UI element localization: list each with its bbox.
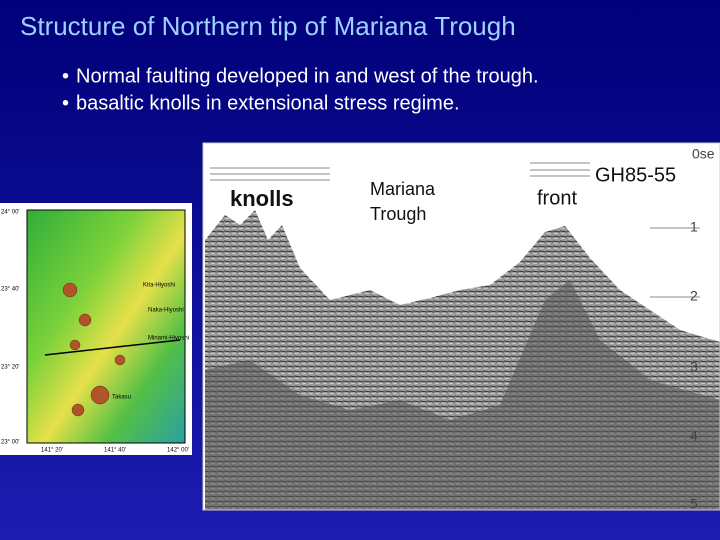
place-label: Kita-Hiyoshi xyxy=(143,283,175,289)
lat-label: 23° 40' xyxy=(1,287,20,293)
seismic-profile: knolls Mariana Trough front GH85-55 0se … xyxy=(202,142,720,512)
lon-label: 141° 40' xyxy=(104,448,126,454)
profile-label: knolls xyxy=(230,186,294,211)
map-area xyxy=(26,209,186,444)
depth-label: 0se xyxy=(692,146,715,162)
lon-label: 142° 00' xyxy=(167,448,189,454)
basement xyxy=(205,280,720,510)
bullet-dot: • xyxy=(62,65,69,87)
depth-label: 2 xyxy=(690,288,698,304)
slide-title: Structure of Northern tip of Mariana Tro… xyxy=(20,11,516,41)
profile-track xyxy=(44,339,181,356)
place-label: Naka-Hiyoshi xyxy=(148,308,184,314)
place-label: Takasu xyxy=(112,395,131,401)
depth-label: 5 xyxy=(690,496,698,512)
profile-label: Mariana xyxy=(370,179,436,199)
lat-label: 23° 20' xyxy=(1,365,20,371)
lat-label: 23° 00' xyxy=(1,440,20,446)
profile-label: front xyxy=(537,187,577,209)
place-label: Minami-Hiyoshi xyxy=(148,336,189,342)
depth-label: 3 xyxy=(690,359,698,375)
knoll-markers xyxy=(62,282,126,417)
profile-border xyxy=(202,142,720,511)
lat-label: 24° 00' xyxy=(1,210,20,216)
bullet: Normal faulting developed in and west of… xyxy=(76,65,539,87)
profile-name: GH85-55 xyxy=(595,164,676,186)
depth-label: 1 xyxy=(690,219,698,235)
profile-label: Trough xyxy=(370,204,426,224)
bullet: basaltic knolls in extensional stress re… xyxy=(76,92,460,114)
lon-label: 141° 20' xyxy=(41,448,63,454)
bullet-dot: • xyxy=(62,92,69,114)
bathymetry-map: Kita-Hiyoshi Naka-Hiyoshi Minami-Hiyoshi… xyxy=(0,203,192,455)
depth-label: 4 xyxy=(690,428,698,444)
record-lines xyxy=(210,162,700,438)
